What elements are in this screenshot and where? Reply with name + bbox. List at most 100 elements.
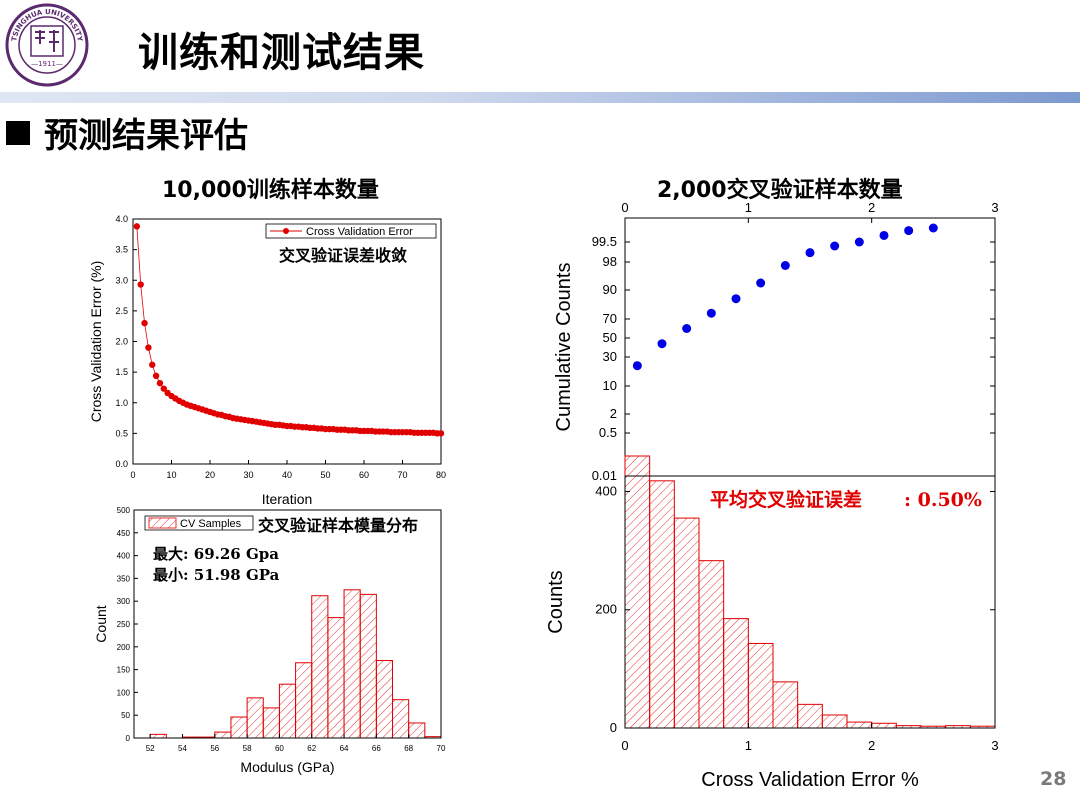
cv-x-tick-label: 30 xyxy=(243,470,253,480)
cum-y-tick-label: 0.5 xyxy=(599,425,617,440)
cum-y-axis-label: Cumulative Counts xyxy=(553,263,575,432)
err-x-axis-label: Cross Validation Error % xyxy=(701,769,919,791)
cv-data-point xyxy=(145,344,152,351)
cv-data-point xyxy=(137,281,144,288)
mod-x-tick-label: 68 xyxy=(404,744,413,753)
cv-data-point xyxy=(156,379,164,387)
mod-hist-bar xyxy=(214,731,232,739)
cv-data-point xyxy=(160,385,167,392)
mod-x-tick-label: 56 xyxy=(210,744,219,753)
mod-y-tick-label: 0 xyxy=(126,734,131,743)
page-number: 28 xyxy=(1040,768,1067,790)
cum-data-point xyxy=(657,339,667,349)
mod-x-tick-label: 52 xyxy=(146,744,155,753)
mod-x-tick-label: 64 xyxy=(340,744,349,753)
cv-data-point xyxy=(152,372,160,379)
err-annotation-label: 平均交叉验证误差 xyxy=(710,488,862,511)
err-hist-bar xyxy=(772,681,799,729)
cv-x-tick-label: 20 xyxy=(205,470,215,480)
err-hist-bar xyxy=(846,721,873,729)
cum-data-point xyxy=(706,308,716,318)
mod-x-tick-label: 54 xyxy=(178,744,187,753)
err-hist-bar xyxy=(698,560,725,729)
err-hist-bar xyxy=(747,642,774,729)
err-hist-bar xyxy=(649,480,675,729)
cum-data-point xyxy=(682,324,692,333)
mod-y-tick-label: 300 xyxy=(117,597,131,606)
cum-x-tick-label: 1 xyxy=(745,200,752,215)
err-y-tick-label: 0 xyxy=(610,720,617,735)
right-panel-title: 2,000交叉验证样本数量 xyxy=(657,178,903,203)
cum-x-tick-label: 0 xyxy=(621,200,628,215)
mod-hist-bar xyxy=(343,589,361,739)
slide-title: 训练和测试结果 xyxy=(138,30,425,76)
cum-data-point xyxy=(756,278,766,288)
cv-y-tick-label: 1.0 xyxy=(115,398,128,408)
cv-x-tick-label: 0 xyxy=(130,470,135,480)
cv-x-tick-label: 80 xyxy=(436,470,446,480)
cv-x-tick-label: 50 xyxy=(320,470,330,480)
mod-hist-bar xyxy=(327,617,345,739)
err-y-tick-label: 200 xyxy=(595,602,617,617)
mod-y-tick-label: 400 xyxy=(117,552,131,561)
cv-y-tick-label: 3.5 xyxy=(115,245,128,255)
mod-y-tick-label: 450 xyxy=(117,529,131,538)
mod-hist-bar xyxy=(295,662,313,739)
mod-y-axis-label: Count xyxy=(93,605,109,642)
mod-x-tick-label: 66 xyxy=(372,744,381,753)
cv-x-tick-label: 60 xyxy=(359,470,369,480)
mod-y-tick-label: 250 xyxy=(117,620,131,629)
mod-hist-bar xyxy=(149,733,167,739)
mod-x-axis-label: Modulus (GPa) xyxy=(240,759,334,775)
cum-y-tick-label: 98 xyxy=(603,254,617,269)
cv-y-tick-label: 3.0 xyxy=(115,275,128,285)
mod-x-tick-label: 70 xyxy=(437,744,446,753)
cum-data-point xyxy=(830,241,840,251)
cum-data-point xyxy=(805,248,815,258)
cum-y-tick-label: 30 xyxy=(603,349,617,364)
cum-y-tick-label: 70 xyxy=(603,311,617,326)
mod-legend-label: CV Samples xyxy=(180,518,242,530)
cv-x-axis-label: Iteration xyxy=(262,491,313,507)
cv-legend-box xyxy=(265,223,437,239)
err-x-tick-label: 3 xyxy=(991,738,998,753)
cv-y-tick-label: 0.0 xyxy=(115,459,128,469)
err-annotation-value: : 0.50% xyxy=(904,489,982,511)
mod-y-tick-label: 50 xyxy=(121,711,130,720)
mod-y-tick-label: 350 xyxy=(117,574,131,583)
mod-y-tick-label: 150 xyxy=(117,666,131,675)
cv-annotation: 交叉验证误差收敛 xyxy=(279,246,407,265)
err-hist-bar xyxy=(871,722,897,729)
cum-data-point xyxy=(879,230,889,240)
mod-hist-bar xyxy=(392,699,410,739)
cum-y-tick-label: 0.01 xyxy=(592,468,617,483)
cv-legend-label: Cross Validation Error xyxy=(306,226,413,238)
err-x-tick-label: 2 xyxy=(868,738,875,753)
mod-hist-bar xyxy=(278,683,297,739)
mod-x-tick-label: 62 xyxy=(307,744,316,753)
cum-data-point xyxy=(928,223,938,233)
mod-y-tick-label: 500 xyxy=(117,506,131,515)
cv-y-tick-label: 0.5 xyxy=(115,428,128,438)
mod-x-tick-label: 60 xyxy=(275,744,284,753)
cv-data-point xyxy=(149,361,156,368)
mod-y-tick-label: 100 xyxy=(117,688,131,697)
mod-hist-bar xyxy=(311,595,329,739)
cv-y-tick-label: 2.0 xyxy=(115,337,128,347)
cv-data-point xyxy=(133,223,141,230)
mod-hist-bar xyxy=(359,593,377,739)
mod-hist-bar xyxy=(246,697,264,739)
cv-x-tick-label: 10 xyxy=(166,470,176,480)
err-x-tick-label: 0 xyxy=(621,738,628,753)
err-y-axis-label: Counts xyxy=(545,570,567,633)
cv-legend-marker xyxy=(283,228,289,234)
cum-y-tick-label: 50 xyxy=(603,330,617,345)
cv-x-tick-label: 40 xyxy=(282,470,292,480)
mod-hist-bar xyxy=(375,659,394,739)
mod-annotation: 交叉验证样本模量分布 xyxy=(258,516,418,535)
mod-y-tick-label: 200 xyxy=(117,643,131,652)
cv-y-tick-label: 1.5 xyxy=(115,367,128,377)
mod-hist-bar xyxy=(408,722,426,739)
cum-y-tick-label: 10 xyxy=(603,378,617,393)
title-divider-bar xyxy=(0,92,1080,103)
